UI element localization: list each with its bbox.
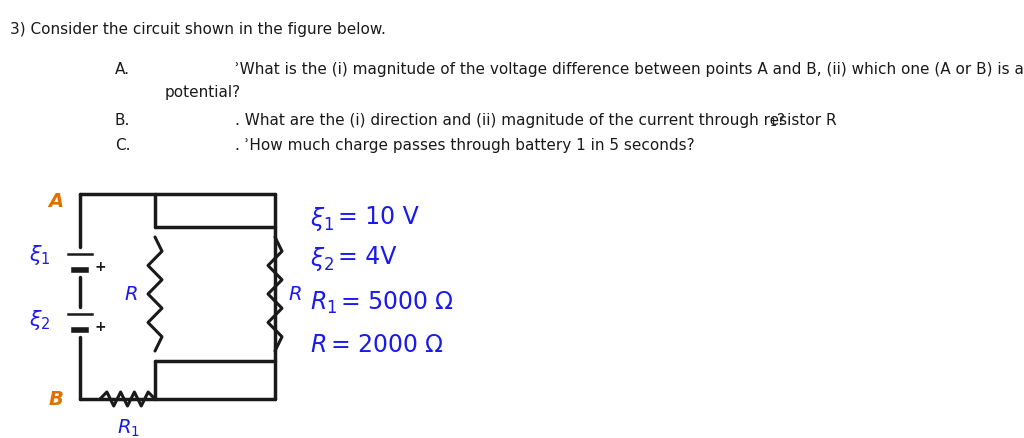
Text: = 10 V: = 10 V — [338, 205, 419, 229]
Text: 1: 1 — [770, 118, 777, 128]
Text: A.: A. — [115, 62, 130, 77]
Text: $\xi_2$: $\xi_2$ — [30, 307, 51, 331]
Text: 3) Consider the circuit shown in the figure below.: 3) Consider the circuit shown in the fig… — [10, 22, 386, 37]
Text: ʾWhat is the (i) magnitude of the voltage difference between points A and B, (ii: ʾWhat is the (i) magnitude of the voltag… — [234, 62, 1024, 77]
Text: ?: ? — [777, 113, 785, 128]
Text: = 5000 $\Omega$: = 5000 $\Omega$ — [340, 290, 454, 313]
Text: = 4V: = 4V — [338, 244, 396, 268]
Text: $R$: $R$ — [310, 332, 327, 356]
Text: A: A — [48, 191, 63, 211]
Text: $R_1$: $R_1$ — [310, 290, 337, 315]
Text: $\xi_2$: $\xi_2$ — [310, 244, 334, 272]
Text: . ʾHow much charge passes through battery 1 in 5 seconds?: . ʾHow much charge passes through batter… — [234, 138, 694, 153]
Text: R: R — [125, 285, 138, 304]
Text: R: R — [288, 285, 301, 304]
Text: C.: C. — [115, 138, 130, 153]
Text: $R_1$: $R_1$ — [117, 417, 139, 438]
Text: $\xi_1$: $\xi_1$ — [30, 243, 51, 266]
Text: potential?: potential? — [165, 85, 241, 100]
Text: B.: B. — [115, 113, 130, 128]
Text: +: + — [95, 319, 106, 333]
Text: B: B — [48, 390, 63, 409]
Text: +: + — [95, 259, 106, 273]
Text: . What are the (i) direction and (ii) magnitude of the current through resistor : . What are the (i) direction and (ii) ma… — [234, 113, 837, 128]
Text: = 2000 $\Omega$: = 2000 $\Omega$ — [330, 332, 444, 356]
Text: $\xi_1$: $\xi_1$ — [310, 205, 334, 233]
